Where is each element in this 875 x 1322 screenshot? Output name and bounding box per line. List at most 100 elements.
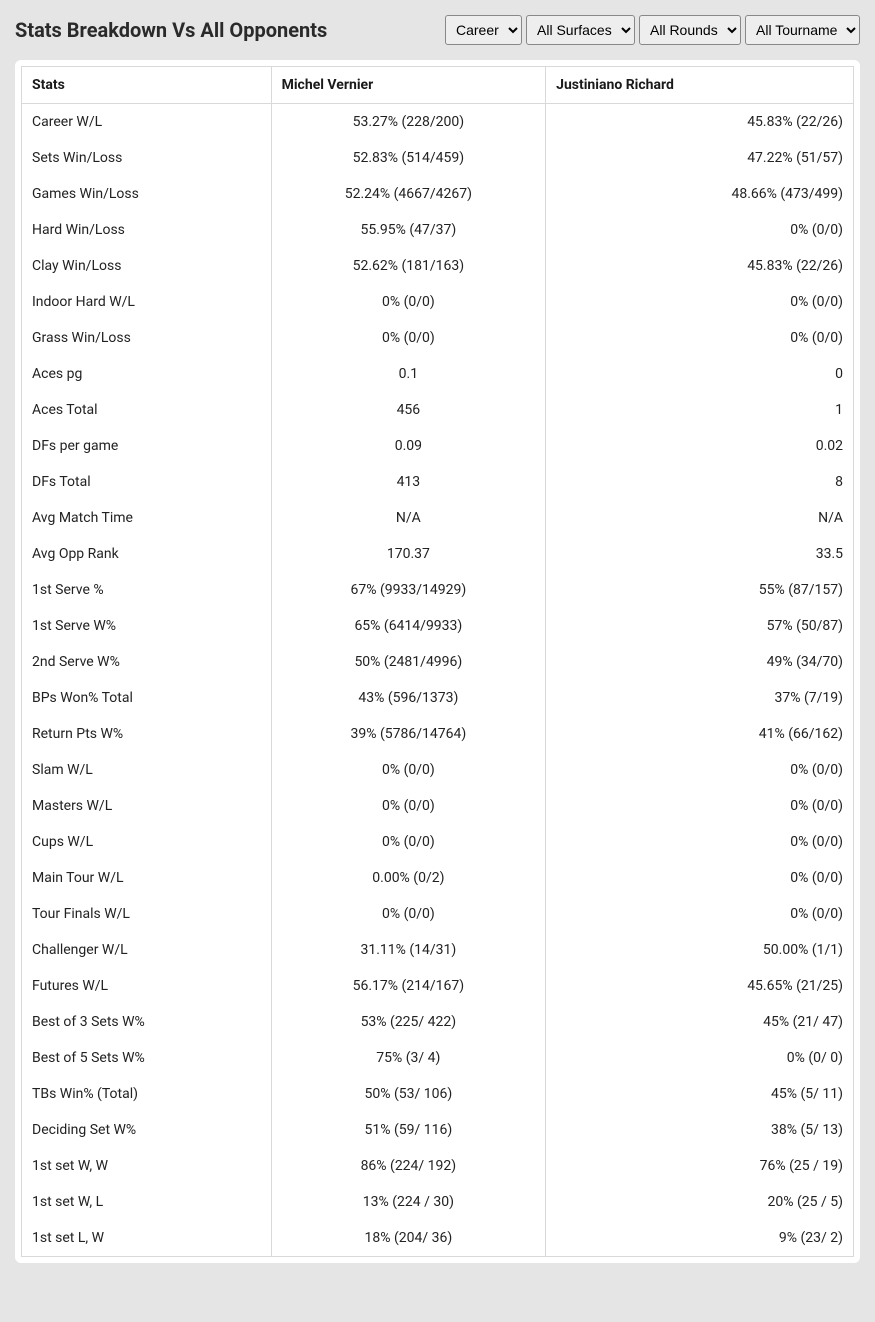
table-row: 1st set L, W18% (204/ 36)9% (23/ 2) [22, 1220, 854, 1257]
stat-value-player1: 0.1 [271, 356, 546, 392]
table-row: Aces Total4561 [22, 392, 854, 428]
page-title: Stats Breakdown Vs All Opponents [15, 17, 425, 43]
stat-label: Tour Finals W/L [22, 896, 272, 932]
stat-value-player2: 57% (50/87) [546, 608, 854, 644]
table-row: Tour Finals W/L0% (0/0)0% (0/0) [22, 896, 854, 932]
stat-value-player1: 0% (0/0) [271, 824, 546, 860]
stat-label: Cups W/L [22, 824, 272, 860]
stat-value-player2: N/A [546, 500, 854, 536]
stat-value-player2: 45.65% (21/25) [546, 968, 854, 1004]
stat-value-player2: 0.02 [546, 428, 854, 464]
stat-value-player2: 0% (0/0) [546, 896, 854, 932]
stat-value-player1: 65% (6414/9933) [271, 608, 546, 644]
stat-value-player2: 0% (0/0) [546, 788, 854, 824]
stat-value-player2: 0% (0/0) [546, 824, 854, 860]
stat-value-player1: 170.37 [271, 536, 546, 572]
stat-value-player1: 67% (9933/14929) [271, 572, 546, 608]
stat-label: DFs per game [22, 428, 272, 464]
surface-select[interactable]: All Surfaces [526, 15, 635, 45]
stats-table-wrap: Stats Michel Vernier Justiniano Richard … [15, 60, 860, 1263]
stat-value-player2: 49% (34/70) [546, 644, 854, 680]
stat-value-player2: 33.5 [546, 536, 854, 572]
stat-value-player1: 413 [271, 464, 546, 500]
stat-label: 1st set W, W [22, 1148, 272, 1184]
stat-label: Futures W/L [22, 968, 272, 1004]
table-row: DFs per game0.090.02 [22, 428, 854, 464]
stat-label: Career W/L [22, 104, 272, 141]
table-row: Best of 3 Sets W%53% (225/ 422)45% (21/ … [22, 1004, 854, 1040]
rounds-select[interactable]: All Rounds [639, 15, 741, 45]
stat-value-player1: 52.62% (181/163) [271, 248, 546, 284]
table-header-row: Stats Michel Vernier Justiniano Richard [22, 67, 854, 104]
stat-value-player2: 37% (7/19) [546, 680, 854, 716]
stat-label: Best of 3 Sets W% [22, 1004, 272, 1040]
table-row: Hard Win/Loss55.95% (47/37)0% (0/0) [22, 212, 854, 248]
stat-value-player2: 0% (0/0) [546, 284, 854, 320]
table-row: 1st Serve W%65% (6414/9933)57% (50/87) [22, 608, 854, 644]
stat-value-player2: 45% (5/ 11) [546, 1076, 854, 1112]
stat-value-player2: 1 [546, 392, 854, 428]
table-row: Main Tour W/L0.00% (0/2)0% (0/0) [22, 860, 854, 896]
stat-label: TBs Win% (Total) [22, 1076, 272, 1112]
stat-label: 1st set W, L [22, 1184, 272, 1220]
table-row: 1st Serve %67% (9933/14929)55% (87/157) [22, 572, 854, 608]
stat-label: 1st Serve % [22, 572, 272, 608]
stat-label: Indoor Hard W/L [22, 284, 272, 320]
table-row: Masters W/L0% (0/0)0% (0/0) [22, 788, 854, 824]
stat-label: Grass Win/Loss [22, 320, 272, 356]
stat-value-player1: 18% (204/ 36) [271, 1220, 546, 1257]
table-row: Slam W/L0% (0/0)0% (0/0) [22, 752, 854, 788]
table-row: Games Win/Loss52.24% (4667/4267)48.66% (… [22, 176, 854, 212]
table-row: 1st set W, L13% (224 / 30)20% (25 / 5) [22, 1184, 854, 1220]
stat-value-player1: N/A [271, 500, 546, 536]
stat-value-player2: 0% (0/ 0) [546, 1040, 854, 1076]
table-row: Challenger W/L31.11% (14/31)50.00% (1/1) [22, 932, 854, 968]
table-row: Career W/L53.27% (228/200)45.83% (22/26) [22, 104, 854, 141]
col-header-stats: Stats [22, 67, 272, 104]
stat-value-player1: 0% (0/0) [271, 320, 546, 356]
stat-value-player1: 0% (0/0) [271, 284, 546, 320]
stat-value-player1: 56.17% (214/167) [271, 968, 546, 1004]
stat-value-player1: 0.09 [271, 428, 546, 464]
stat-value-player1: 0.00% (0/2) [271, 860, 546, 896]
header: Stats Breakdown Vs All Opponents Career … [0, 0, 875, 60]
stat-label: Main Tour W/L [22, 860, 272, 896]
stat-label: 1st set L, W [22, 1220, 272, 1257]
table-row: Return Pts W%39% (5786/14764)41% (66/162… [22, 716, 854, 752]
stat-value-player2: 45% (21/ 47) [546, 1004, 854, 1040]
stat-label: Clay Win/Loss [22, 248, 272, 284]
tournaments-select[interactable]: All Tournaments [745, 15, 860, 45]
filters: Career All Surfaces All Rounds All Tourn… [445, 15, 860, 45]
stat-value-player1: 51% (59/ 116) [271, 1112, 546, 1148]
stat-label: DFs Total [22, 464, 272, 500]
table-row: Indoor Hard W/L0% (0/0)0% (0/0) [22, 284, 854, 320]
stat-value-player2: 0% (0/0) [546, 212, 854, 248]
stat-value-player1: 53.27% (228/200) [271, 104, 546, 141]
stat-value-player2: 76% (25 / 19) [546, 1148, 854, 1184]
table-row: Sets Win/Loss52.83% (514/459)47.22% (51/… [22, 140, 854, 176]
stat-value-player2: 0% (0/0) [546, 860, 854, 896]
table-row: Aces pg0.10 [22, 356, 854, 392]
table-row: TBs Win% (Total)50% (53/ 106)45% (5/ 11) [22, 1076, 854, 1112]
stat-label: 2nd Serve W% [22, 644, 272, 680]
stat-value-player2: 0 [546, 356, 854, 392]
stat-label: Challenger W/L [22, 932, 272, 968]
stat-value-player1: 86% (224/ 192) [271, 1148, 546, 1184]
stat-value-player1: 0% (0/0) [271, 752, 546, 788]
stat-label: Return Pts W% [22, 716, 272, 752]
career-select[interactable]: Career [445, 15, 522, 45]
stat-label: Aces pg [22, 356, 272, 392]
stat-value-player1: 31.11% (14/31) [271, 932, 546, 968]
table-row: Grass Win/Loss0% (0/0)0% (0/0) [22, 320, 854, 356]
stat-value-player2: 48.66% (473/499) [546, 176, 854, 212]
stat-label: 1st Serve W% [22, 608, 272, 644]
stat-value-player1: 0% (0/0) [271, 788, 546, 824]
stat-value-player1: 456 [271, 392, 546, 428]
stat-label: BPs Won% Total [22, 680, 272, 716]
stat-value-player2: 9% (23/ 2) [546, 1220, 854, 1257]
stat-label: Games Win/Loss [22, 176, 272, 212]
stat-value-player1: 50% (2481/4996) [271, 644, 546, 680]
stat-label: Avg Opp Rank [22, 536, 272, 572]
stat-value-player1: 52.83% (514/459) [271, 140, 546, 176]
table-row: Futures W/L56.17% (214/167)45.65% (21/25… [22, 968, 854, 1004]
